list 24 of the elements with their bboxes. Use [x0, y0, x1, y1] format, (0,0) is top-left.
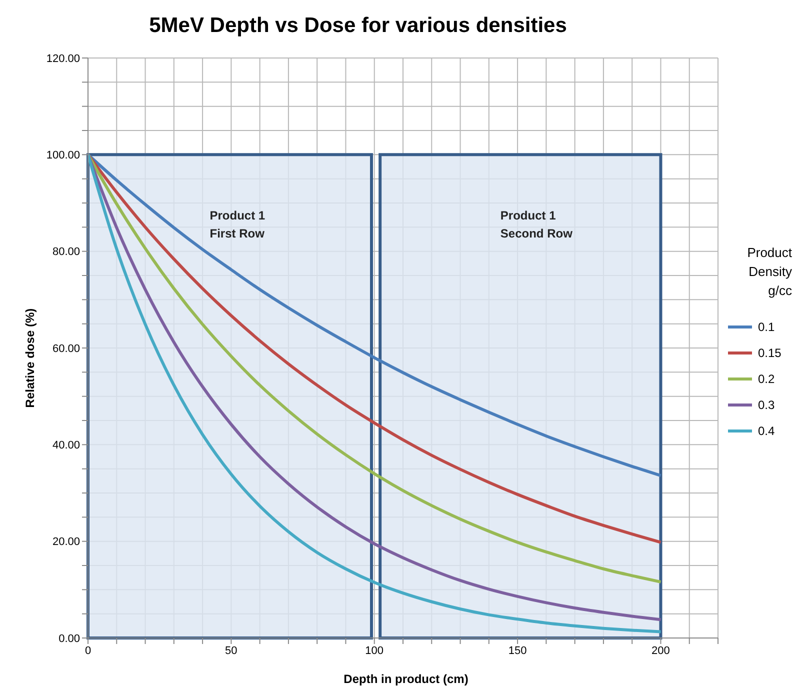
- chart-title: 5MeV Depth vs Dose for various densities: [148, 14, 568, 38]
- x-tick-label: 200: [652, 644, 670, 657]
- x-tick-label: 100: [365, 644, 384, 657]
- y-axis-title: Relative dose (%): [23, 308, 37, 408]
- legend-label: 0.3: [758, 398, 775, 412]
- band-label: Product 1 Second Row: [500, 208, 574, 241]
- legend-label: 0.15: [758, 346, 782, 360]
- legend-title: Product Density g/cc: [746, 244, 792, 300]
- legend-label: 0.1: [758, 320, 775, 334]
- x-tick-label: 50: [225, 644, 238, 657]
- legend-label: 0.4: [758, 424, 775, 438]
- y-tick-label: 80.00: [52, 246, 80, 258]
- y-tick-label: 40.00: [52, 440, 80, 452]
- y-tick-label: 0.00: [58, 632, 80, 645]
- legend-label: 0.2: [758, 372, 775, 386]
- x-axis-title: Depth in product (cm): [342, 672, 470, 686]
- x-tick-label: 0: [84, 644, 92, 657]
- y-tick-label: 100.00: [46, 150, 80, 162]
- y-tick-label: 120.00: [46, 52, 80, 65]
- x-tick-label: 150: [508, 644, 527, 657]
- y-tick-label: 20.00: [52, 536, 80, 548]
- line-series: [88, 153, 662, 478]
- band-label: Product 1 First Row: [210, 208, 266, 241]
- y-tick-label: 60.00: [52, 342, 80, 355]
